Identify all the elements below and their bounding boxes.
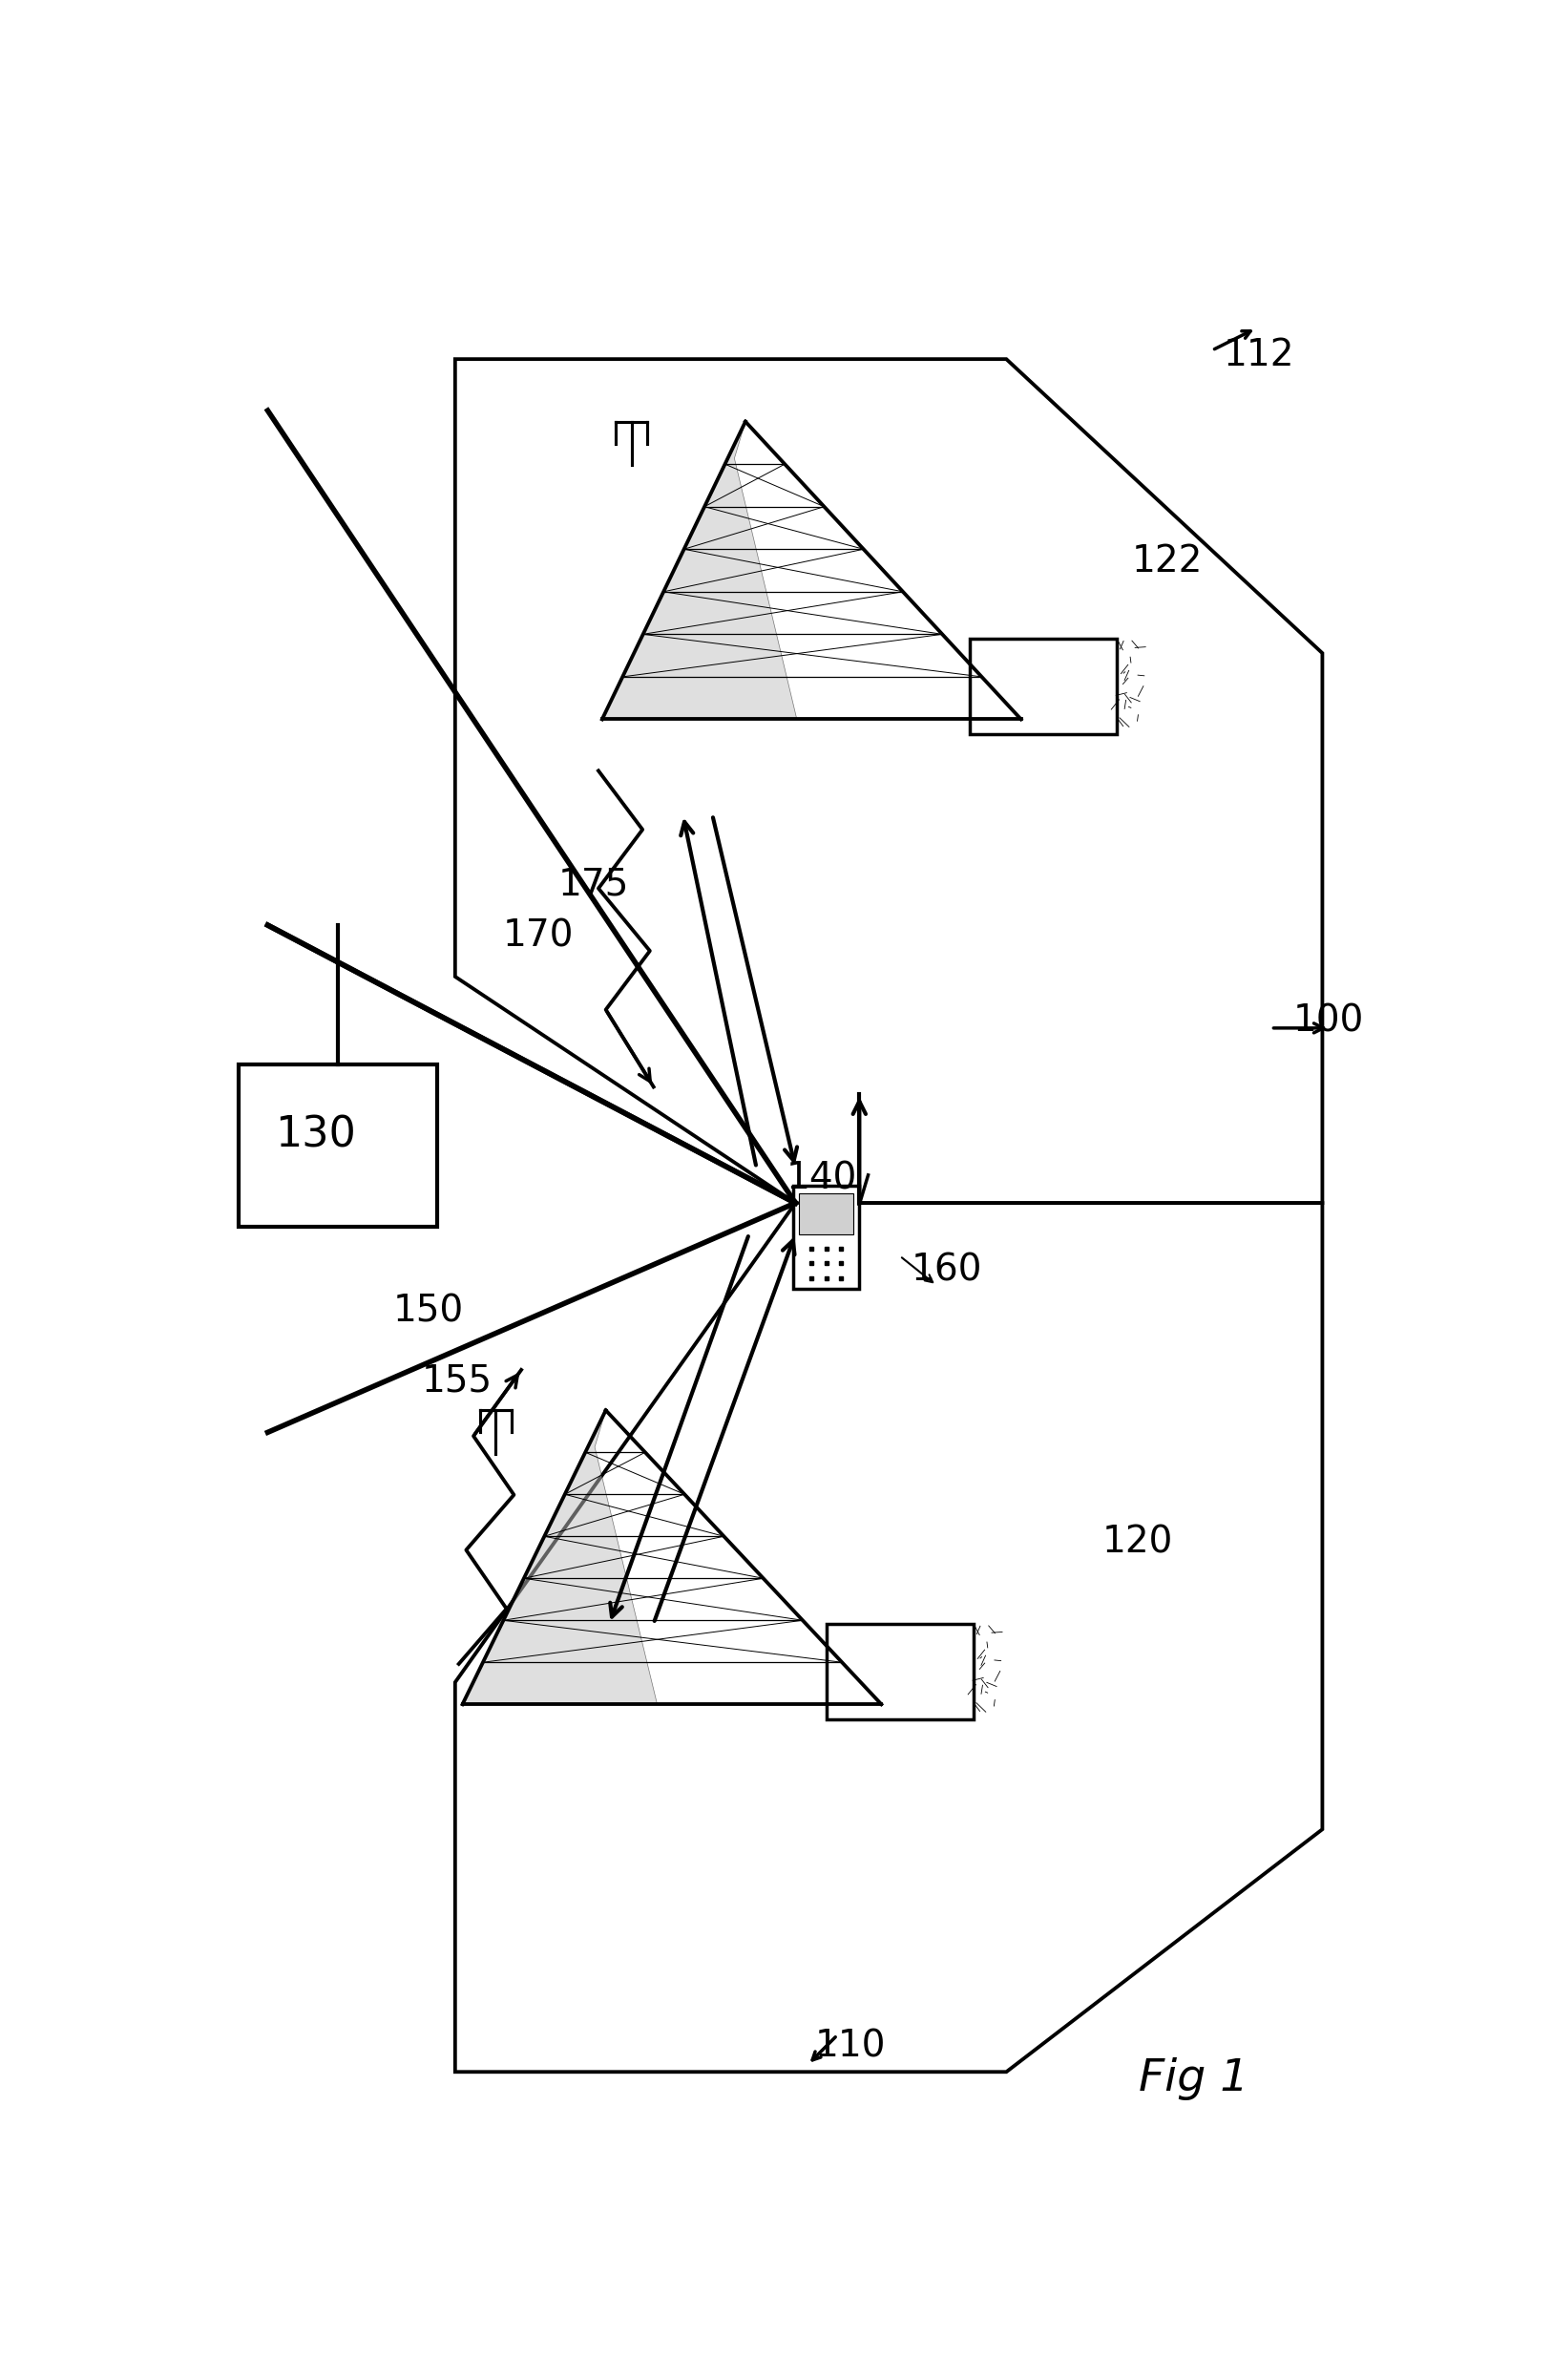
Text: 170: 170 bbox=[503, 919, 574, 954]
Text: 120: 120 bbox=[1102, 1526, 1173, 1561]
Polygon shape bbox=[602, 421, 796, 719]
Text: 150: 150 bbox=[393, 1292, 464, 1328]
Text: 100: 100 bbox=[1293, 1002, 1364, 1038]
Text: 110: 110 bbox=[815, 2028, 886, 2063]
Text: 122: 122 bbox=[1131, 543, 1203, 578]
Text: 160: 160 bbox=[911, 1252, 982, 1290]
Bar bbox=[793, 1185, 860, 1290]
Bar bbox=[970, 638, 1116, 733]
Text: 112: 112 bbox=[1223, 338, 1294, 374]
Text: 130: 130 bbox=[275, 1114, 355, 1154]
Bar bbox=[239, 1064, 436, 1226]
Bar bbox=[799, 1192, 854, 1235]
Text: 175: 175 bbox=[559, 866, 629, 902]
Text: Fig 1: Fig 1 bbox=[1139, 2059, 1249, 2102]
Bar bbox=[826, 1623, 973, 1718]
Text: 155: 155 bbox=[422, 1364, 494, 1399]
Text: 140: 140 bbox=[785, 1161, 857, 1197]
Polygon shape bbox=[462, 1411, 656, 1704]
